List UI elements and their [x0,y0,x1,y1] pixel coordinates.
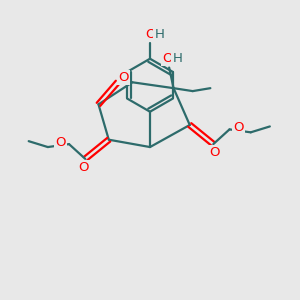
Text: O: O [233,122,244,134]
Text: O: O [209,146,220,159]
Text: O: O [79,160,89,174]
Text: O: O [55,136,65,149]
Text: O: O [145,28,155,41]
Text: H: H [172,52,182,64]
Text: O: O [118,71,129,84]
Text: H: H [154,28,164,41]
Text: O: O [162,52,173,64]
